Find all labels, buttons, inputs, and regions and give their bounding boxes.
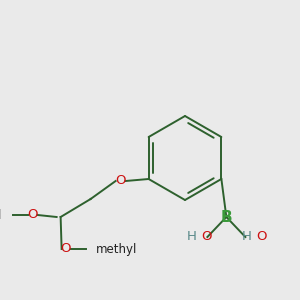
Text: O: O [27,208,38,221]
Text: O: O [256,230,267,244]
Text: O: O [116,175,126,188]
Text: B: B [220,209,232,224]
Text: methyl: methyl [96,242,137,256]
Text: O: O [60,242,71,256]
Text: methyl: methyl [0,208,3,221]
Text: H: H [242,230,251,244]
Text: H: H [187,230,196,244]
Text: O: O [201,230,212,244]
